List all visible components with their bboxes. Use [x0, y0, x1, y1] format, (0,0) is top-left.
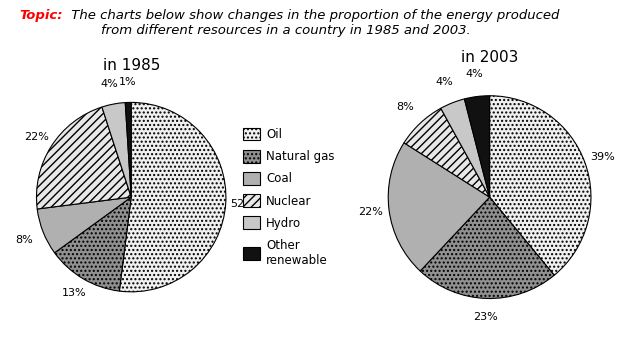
Text: Topic:: Topic: — [19, 9, 63, 22]
Legend: Oil, Natural gas, Coal, Nuclear, Hydro, Other
renewable: Oil, Natural gas, Coal, Nuclear, Hydro, … — [243, 127, 335, 267]
Wedge shape — [441, 99, 490, 197]
Text: 4%: 4% — [435, 77, 453, 87]
Text: 39%: 39% — [590, 152, 614, 162]
Wedge shape — [37, 197, 131, 253]
Wedge shape — [125, 102, 131, 197]
Wedge shape — [490, 96, 591, 275]
Text: 22%: 22% — [358, 207, 383, 217]
Title: in 1985: in 1985 — [102, 58, 160, 73]
Text: 13%: 13% — [62, 288, 86, 298]
Text: 8%: 8% — [15, 235, 33, 245]
Wedge shape — [119, 102, 226, 292]
Text: The charts below show changes in the proportion of the energy produced
        f: The charts below show changes in the pro… — [67, 9, 559, 37]
Text: 4%: 4% — [465, 69, 483, 80]
Wedge shape — [404, 108, 490, 197]
Wedge shape — [465, 96, 490, 197]
Text: 8%: 8% — [396, 102, 414, 112]
Text: 22%: 22% — [24, 132, 49, 142]
Wedge shape — [420, 197, 554, 298]
Wedge shape — [36, 107, 131, 209]
Text: 23%: 23% — [474, 312, 498, 322]
Text: 4%: 4% — [100, 78, 118, 89]
Title: in 2003: in 2003 — [461, 50, 518, 65]
Text: 52%: 52% — [230, 199, 255, 209]
Wedge shape — [388, 143, 490, 271]
Text: 1%: 1% — [119, 77, 136, 87]
Wedge shape — [54, 197, 131, 291]
Wedge shape — [102, 102, 131, 197]
